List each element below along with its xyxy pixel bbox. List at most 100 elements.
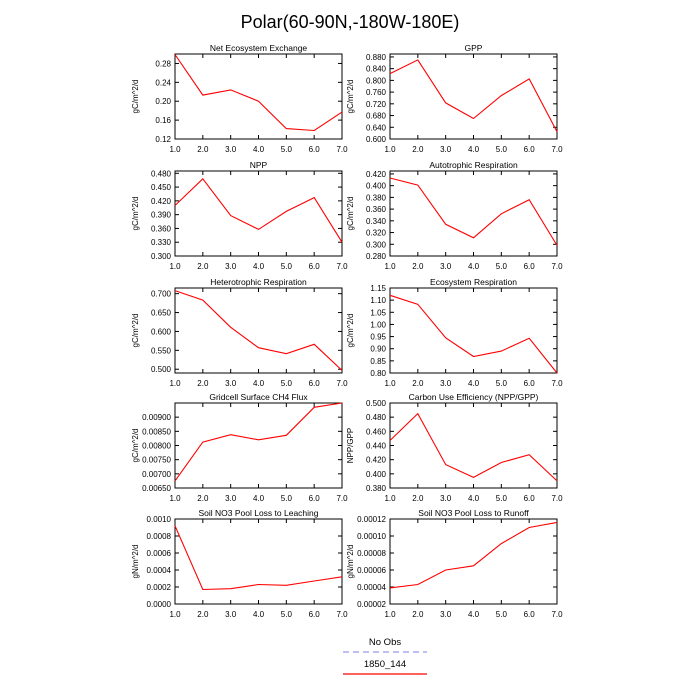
- x-tick-label: 5.0: [281, 145, 293, 154]
- y-axis-label: gC/m^2/d: [346, 314, 355, 348]
- y-tick-label: 0.760: [366, 88, 387, 97]
- x-tick-label: 2.0: [197, 145, 209, 154]
- x-tick-label: 1.0: [384, 494, 396, 503]
- x-tick-label: 2.0: [197, 262, 209, 271]
- y-tick-label: 0.0004: [147, 566, 172, 575]
- x-tick-label: 3.0: [225, 610, 237, 619]
- y-axis-label: gC/m^2/d: [131, 197, 140, 231]
- x-tick-label: 1.0: [384, 145, 396, 154]
- x-tick-label: 5.0: [281, 379, 293, 388]
- x-tick-label: 5.0: [496, 494, 508, 503]
- y-tick-label: 0.0000: [147, 600, 172, 609]
- series-line: [389, 412, 558, 482]
- y-tick-label: 0.00900: [142, 413, 171, 422]
- y-tick-label: 0.0002: [147, 583, 172, 592]
- y-tick-label: 0.330: [151, 238, 172, 247]
- x-tick-label: 3.0: [225, 494, 237, 503]
- x-tick-label: 6.0: [524, 145, 536, 154]
- series-line: [174, 177, 343, 243]
- panel-title: Carbon Use Efficiency (NPP/GPP): [409, 392, 539, 402]
- y-tick-label: 0.650: [151, 309, 172, 318]
- y-tick-label: 0.640: [366, 123, 387, 132]
- y-tick-label: 0.400: [366, 182, 387, 191]
- y-axis-label: gC/m^2/d: [346, 197, 355, 231]
- y-tick-label: 0.550: [151, 346, 172, 355]
- y-tick-label: 0.480: [366, 413, 387, 422]
- y-tick-label: 0.00010: [357, 532, 386, 541]
- series-line: [174, 54, 343, 132]
- plot-frame: [389, 53, 558, 140]
- x-tick-label: 2.0: [197, 379, 209, 388]
- panel-gpp: GPP 1.0 2.0 3.0 4.0 5.0 6.0 7.0 0.600 0.640 0.680 0…: [346, 43, 563, 154]
- y-tick-label: 0.0006: [147, 549, 172, 558]
- x-tick-label: 1.0: [384, 610, 396, 619]
- y-tick-label: 0.380: [366, 193, 387, 202]
- x-tick-label: 4.0: [253, 262, 265, 271]
- y-tick-label: 0.00800: [142, 442, 171, 451]
- y-tick-label: 0.500: [366, 399, 387, 408]
- legend-label-no-obs: No Obs: [369, 637, 401, 648]
- y-axis-label: NPP/GPP: [346, 428, 355, 464]
- y-tick-label: 0.28: [155, 59, 171, 68]
- y-tick-label: 0.380: [366, 484, 387, 493]
- panel-npp: NPP 1.0 2.0 3.0 4.0 5.0 6.0 7.0 0.300 0.330 0.360 0…: [131, 160, 348, 271]
- x-tick-label: 5.0: [281, 610, 293, 619]
- x-tick-label: 4.0: [253, 610, 265, 619]
- y-tick-label: 0.300: [366, 240, 387, 249]
- y-tick-label: 0.420: [366, 170, 387, 179]
- x-tick-label: 7.0: [551, 494, 563, 503]
- y-tick-label: 0.450: [151, 183, 172, 192]
- y-tick-label: 0.500: [151, 365, 172, 374]
- y-tick-label: 1.15: [370, 284, 386, 293]
- panel-title: NPP: [250, 160, 268, 170]
- y-tick-label: 0.400: [366, 470, 387, 479]
- y-tick-label: 0.00004: [357, 583, 386, 592]
- x-tick-label: 7.0: [336, 262, 348, 271]
- y-tick-label: 0.420: [366, 456, 387, 465]
- y-axis-label: gC/m^2/d: [131, 314, 140, 348]
- y-tick-label: 0.300: [151, 252, 172, 261]
- y-tick-label: 0.00850: [142, 427, 171, 436]
- y-axis-label: gC/m^2/d: [131, 80, 140, 114]
- y-tick-label: 0.600: [151, 327, 172, 336]
- y-tick-label: 0.80: [370, 369, 386, 378]
- x-tick-label: 7.0: [336, 145, 348, 154]
- x-tick-label: 7.0: [336, 610, 348, 619]
- y-tick-label: 0.360: [151, 224, 172, 233]
- series-line: [389, 177, 558, 246]
- x-tick-label: 5.0: [496, 379, 508, 388]
- series-line: [389, 294, 558, 374]
- plot-frame: [174, 170, 343, 257]
- x-tick-label: 4.0: [468, 610, 480, 619]
- x-tick-label: 3.0: [225, 262, 237, 271]
- series-line: [174, 290, 343, 371]
- x-tick-label: 5.0: [496, 262, 508, 271]
- series-line: [389, 521, 558, 589]
- x-tick-label: 7.0: [551, 145, 563, 154]
- x-tick-label: 6.0: [524, 494, 536, 503]
- y-tick-label: 0.85: [370, 357, 386, 366]
- panel-soil-no3-pool-loss-to-leaching: Soil NO3 Pool Loss to Leaching 1.0 2.0 3.0 4…: [131, 508, 348, 619]
- y-tick-label: 0.00002: [357, 600, 386, 609]
- panel-soil-no3-pool-loss-to-runoff: Soil NO3 Pool Loss to Runoff 1.0 2.0 3.0 4.0…: [346, 508, 563, 619]
- x-tick-label: 3.0: [440, 494, 452, 503]
- x-tick-label: 2.0: [197, 610, 209, 619]
- x-tick-label: 5.0: [496, 610, 508, 619]
- y-tick-label: 0.95: [370, 333, 386, 342]
- x-tick-label: 4.0: [468, 379, 480, 388]
- panel-title: Autotrophic Respiration: [429, 160, 518, 170]
- panel-title: Ecosystem Respiration: [430, 277, 517, 287]
- x-tick-label: 1.0: [384, 262, 396, 271]
- panel-grid: Net Ecosystem Exchange 1.0 2.0 3.0 4.0 5.0 6.0…: [131, 43, 563, 619]
- x-tick-label: 4.0: [468, 262, 480, 271]
- plot-frame: [174, 518, 343, 605]
- y-axis-label: gN/m^2/d: [131, 545, 140, 579]
- x-tick-label: 2.0: [412, 379, 424, 388]
- panel-title: GPP: [465, 43, 483, 53]
- y-tick-label: 0.390: [151, 211, 172, 220]
- panel-net-ecosystem-exchange: Net Ecosystem Exchange 1.0 2.0 3.0 4.0 5.0 6.0…: [131, 43, 348, 154]
- y-tick-label: 0.00006: [357, 566, 386, 575]
- y-tick-label: 0.840: [366, 65, 387, 74]
- y-tick-label: 0.12: [155, 135, 171, 144]
